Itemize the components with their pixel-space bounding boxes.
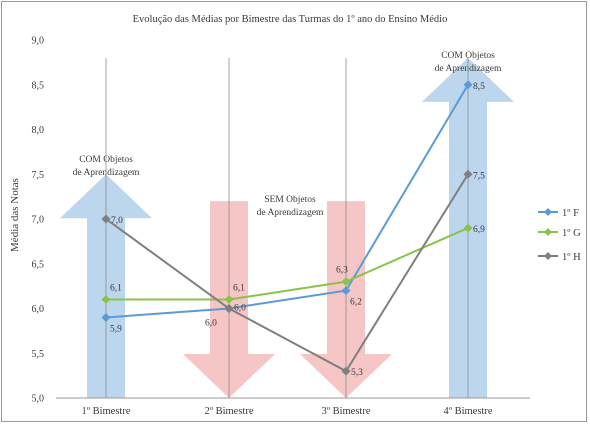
data-label: 5,3 xyxy=(351,368,363,378)
y-tick-label: 7,5 xyxy=(32,170,45,181)
y-tick-label: 7,0 xyxy=(32,215,45,226)
data-point-marker xyxy=(224,304,234,313)
x-tick-label: 4º Bimestre xyxy=(443,406,492,417)
data-label: 6,1 xyxy=(110,284,122,294)
data-point-marker xyxy=(341,277,351,287)
data-label: 6,0 xyxy=(205,319,217,329)
data-label: 7,5 xyxy=(473,171,485,181)
data-point-marker xyxy=(341,286,351,296)
legend-entry-2: 1º G xyxy=(562,228,581,239)
legend-entry-1: 1º F xyxy=(562,208,579,219)
y-axis-title: Média das Notas xyxy=(9,178,21,252)
data-point-marker xyxy=(101,214,111,224)
series-line-3 xyxy=(105,173,469,373)
data-label: 6,1 xyxy=(233,284,245,294)
y-tick-label: 5,0 xyxy=(32,394,45,405)
annotation-line2-2: de Aprendizagem xyxy=(257,208,324,218)
y-tick-label: 5,5 xyxy=(32,349,45,360)
data-label: 5,9 xyxy=(110,324,122,334)
y-tick-label: 8,5 xyxy=(32,80,45,91)
annotation-line1-2: SEM Objetos xyxy=(264,195,316,205)
annotation-line1-4: COM Objetos xyxy=(441,51,495,61)
data-point-marker xyxy=(341,366,351,376)
data-point-marker xyxy=(463,223,473,233)
series-line-1 xyxy=(105,84,469,319)
chart-title: Evolução das Médias por Bimestre das Tur… xyxy=(133,14,448,25)
series-lines xyxy=(105,84,469,373)
y-tick-label: 6,0 xyxy=(32,304,45,315)
data-point-marker xyxy=(463,169,473,179)
data-point-marker xyxy=(101,312,111,322)
data-point-marker xyxy=(463,80,473,90)
data-label: 6,3 xyxy=(336,266,348,276)
legend: 1º F 1º G 1º H xyxy=(538,208,581,263)
legend-diamond-marker xyxy=(544,252,552,260)
legend-diamond-marker xyxy=(544,208,552,216)
data-label: 6,0 xyxy=(234,304,246,314)
data-label: 7,0 xyxy=(111,216,123,226)
data-label: 6,9 xyxy=(473,225,485,235)
y-tick-label: 9,0 xyxy=(32,36,45,47)
data-label: 6,2 xyxy=(350,298,362,308)
data-points: 5,9 6,2 8,5 6,1 6,1 6,3 6,9 7,0 6,0 5,3 7,5 6,0 xyxy=(101,80,485,378)
x-tick-label: 3º Bimestre xyxy=(321,406,370,417)
data-point-marker xyxy=(101,295,111,305)
data-point-marker xyxy=(224,295,234,305)
axes: 5,0 5,5 6,0 6,5 7,0 7,5 8,0 8,5 9,0 1º Bimestre 2º… xyxy=(32,36,530,417)
x-tick-label: 2º Bimestre xyxy=(204,406,253,417)
y-tick-label: 6,5 xyxy=(32,259,45,270)
legend-diamond-marker xyxy=(544,228,552,236)
data-label: 8,5 xyxy=(473,82,485,92)
y-tick-label: 8,0 xyxy=(32,125,45,136)
series-line-2 xyxy=(106,227,469,301)
x-tick-label: 1º Bimestre xyxy=(81,406,130,417)
legend-entry-3: 1º H xyxy=(562,252,581,263)
